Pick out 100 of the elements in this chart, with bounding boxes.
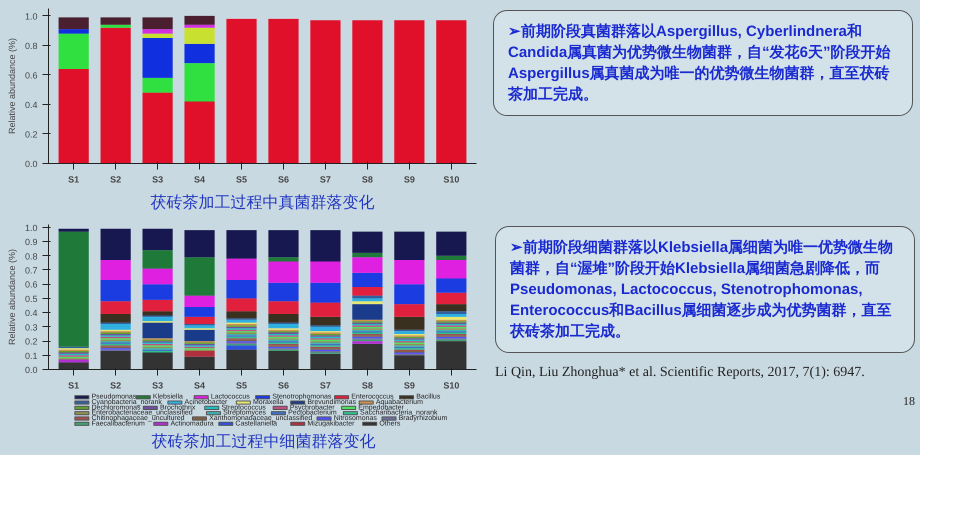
bar	[226, 345, 257, 350]
bar	[352, 20, 383, 164]
bar	[268, 301, 299, 314]
bar	[142, 34, 173, 38]
bar	[184, 330, 215, 342]
y-tick-label: 0.6	[24, 280, 38, 290]
bar	[394, 284, 424, 304]
bar	[436, 292, 466, 304]
x-tick-label: S2	[110, 380, 122, 390]
y-tick-label: 0.0	[24, 365, 38, 375]
bar	[184, 24, 215, 28]
bar	[352, 287, 383, 296]
y-tick-label: 0.9	[24, 237, 38, 248]
bar	[100, 314, 131, 323]
y-tick-label: 0.4	[24, 308, 38, 318]
bar	[310, 354, 341, 370]
x-tick-label: S9	[404, 174, 415, 184]
bar	[352, 232, 383, 253]
bar	[310, 302, 341, 317]
bar	[394, 260, 424, 284]
bar	[436, 278, 466, 293]
y-tick-label: 0.0	[24, 159, 38, 169]
bar	[184, 325, 215, 328]
bar	[100, 228, 131, 260]
bar	[310, 316, 341, 326]
bar	[310, 230, 341, 262]
bar	[184, 351, 215, 357]
bar	[142, 250, 173, 269]
bar	[436, 260, 466, 279]
bar	[394, 331, 424, 334]
x-tick-label: S7	[320, 174, 331, 184]
bar	[226, 311, 257, 318]
bar	[100, 351, 131, 370]
bar	[100, 324, 131, 330]
text: 茯砖茶加工过程中真菌群落变化	[150, 194, 374, 212]
bar	[268, 257, 299, 262]
bar	[268, 261, 299, 283]
bar	[394, 20, 424, 164]
bar	[268, 230, 299, 258]
bar	[184, 63, 215, 102]
x-tick-label: S5	[236, 380, 248, 390]
bar	[184, 28, 215, 44]
bar	[142, 78, 173, 93]
bar	[226, 18, 257, 164]
y-tick-label: 0.8	[24, 251, 38, 262]
bar	[436, 232, 466, 256]
y-tick-label: 0.5	[24, 294, 38, 304]
x-tick-label: S1	[68, 380, 80, 390]
bar	[100, 260, 131, 280]
bar	[184, 356, 215, 370]
bar	[184, 316, 215, 324]
x-tick-label: S8	[362, 174, 373, 184]
x-tick-label: S7	[320, 380, 331, 390]
bar	[226, 280, 257, 298]
bar	[226, 320, 257, 323]
bar	[352, 341, 383, 344]
bar	[436, 304, 466, 312]
x-tick-label: S4	[194, 380, 206, 390]
bar	[352, 257, 383, 273]
y-tick-label: 1.0	[24, 11, 38, 22]
bar	[100, 17, 131, 25]
bar	[100, 24, 131, 28]
y-tick-label: 0.2	[24, 129, 38, 140]
bar	[352, 344, 383, 370]
bar	[142, 29, 173, 34]
bar	[352, 298, 383, 302]
x-tick-label: S3	[152, 174, 164, 184]
bar	[184, 16, 215, 25]
bar	[268, 324, 299, 328]
bar	[184, 257, 215, 296]
bar	[142, 268, 173, 284]
x-tick-label: S2	[110, 174, 122, 184]
bar	[394, 355, 424, 370]
bar	[58, 360, 89, 362]
bar	[142, 311, 173, 316]
y-tick-label: 0.7	[24, 265, 38, 276]
bar	[436, 314, 466, 317]
x-tick-label: S5	[236, 174, 248, 184]
x-tick-label: S4	[194, 174, 206, 184]
bar	[100, 28, 131, 164]
text: ➢前期阶段真菌群落以Aspergillus, Cyberlindnera和Candida属真菌为优势微生物菌群，自“发花6天”阶段开始Aspergillus属真菌成为唯一的优势微生物菌群，直至茯砖茶加工完成。	[508, 22, 892, 105]
bar	[310, 20, 341, 164]
x-tick-label: S9	[404, 380, 415, 390]
y-tick-label: 0.6	[24, 70, 38, 80]
bar	[100, 301, 131, 314]
bar	[142, 17, 173, 30]
bar	[58, 362, 89, 370]
bar	[142, 352, 173, 370]
bar	[436, 256, 466, 260]
bar	[268, 18, 299, 164]
bar	[58, 34, 89, 70]
bar	[394, 316, 424, 330]
bar	[352, 272, 383, 288]
bar	[58, 17, 89, 30]
bar	[184, 230, 215, 258]
bar	[310, 326, 341, 332]
y-tick-label: 1.0	[24, 222, 38, 233]
text: 18	[903, 393, 915, 410]
x-tick-label: S6	[278, 380, 289, 390]
bar	[184, 306, 215, 317]
